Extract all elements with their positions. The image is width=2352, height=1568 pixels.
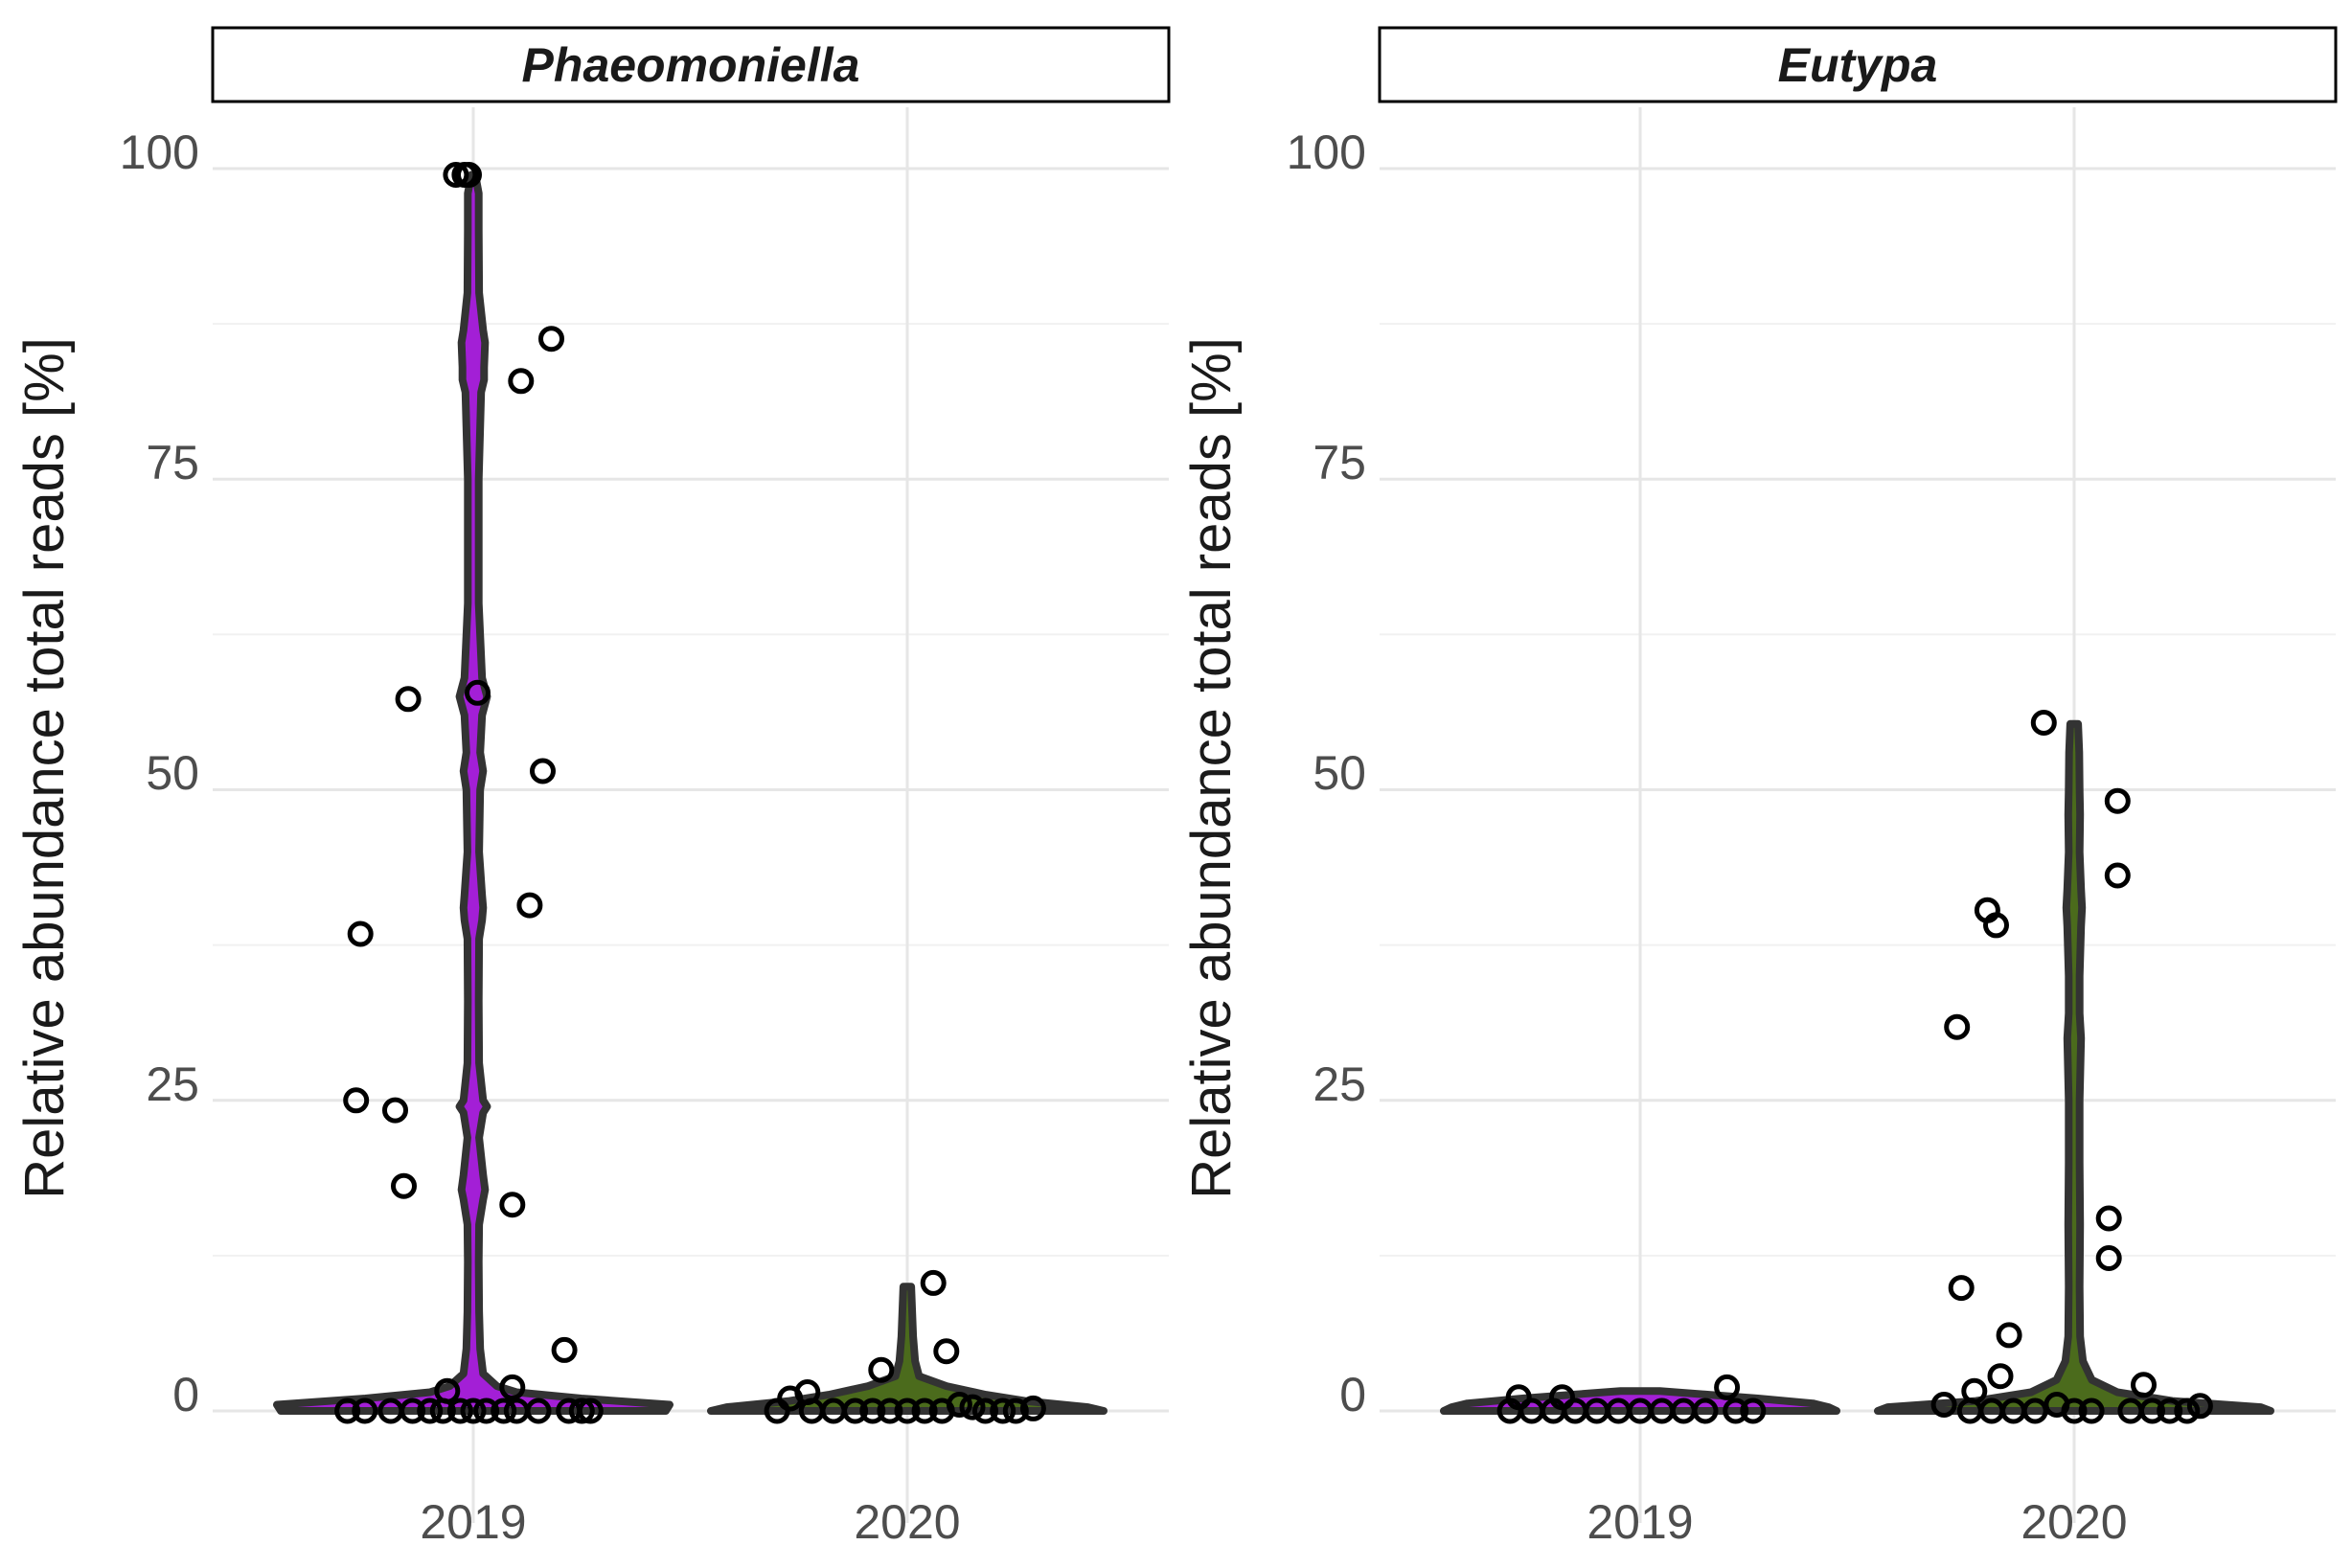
data-point-2019-7	[530, 758, 556, 784]
panel-2-y-axis-title: Relative abundance total reads [%]	[1180, 337, 1243, 1199]
panel-2-x-tick-labels: 2019 2020	[1587, 1495, 2127, 1549]
data-point-2020-21	[2095, 1205, 2122, 1232]
data-point-2020-19	[1983, 912, 2009, 939]
panel-2-xtick-2019: 2019	[1587, 1495, 1693, 1549]
violin-2020	[1874, 719, 2274, 1415]
data-point-2019-0	[443, 162, 469, 188]
data-point-2019-12	[1692, 1398, 1719, 1424]
panel-1-ytick-0: 0	[172, 1368, 199, 1421]
panel-1-y-tick-labels: 0 25 50 75 100	[120, 125, 199, 1421]
data-point-2020-34	[2061, 1398, 2088, 1424]
panel-1-ytick-25: 25	[146, 1057, 199, 1111]
panel-1-x-tick-labels: 2019 2020	[420, 1495, 960, 1549]
data-point-2019-23	[446, 1398, 473, 1424]
panel-1-strip	[211, 26, 1171, 103]
panel-2-ytick-0: 0	[1339, 1368, 1366, 1421]
panel-1-ytick-100: 100	[120, 125, 199, 179]
data-point-2019-16	[499, 1374, 526, 1400]
data-point-2020-40	[842, 1398, 869, 1424]
data-point-2020-34	[868, 1356, 895, 1383]
violin-2019	[273, 170, 674, 1415]
data-point-2020-24	[1996, 1322, 2022, 1349]
data-point-2019-30	[568, 1398, 595, 1424]
panel-2-ytick-75: 75	[1313, 436, 1366, 489]
data-point-2020-20	[1944, 1013, 1971, 1040]
data-point-2020-43	[894, 1398, 921, 1424]
data-point-2020-26	[2131, 1372, 2157, 1398]
data-point-2020-28	[1930, 1392, 1957, 1418]
data-point-2020-48	[972, 1398, 998, 1424]
data-point-2020-23	[1948, 1275, 1975, 1302]
data-point-2020-38	[2157, 1398, 2183, 1424]
data-point-2020-49	[990, 1398, 1016, 1424]
data-point-2019-4	[508, 368, 535, 395]
panel-1-points	[334, 162, 1046, 1424]
data-point-2019-14	[551, 1336, 578, 1363]
data-point-2020-17	[2104, 862, 2131, 889]
data-point-2019-6	[465, 679, 491, 706]
data-point-2019-12	[391, 1172, 417, 1199]
data-point-2020-16	[2104, 787, 2131, 814]
data-point-2019-24	[460, 1398, 487, 1424]
data-point-2019-3	[538, 326, 564, 352]
data-point-2019-5	[395, 686, 422, 713]
data-point-2019-18	[352, 1398, 378, 1424]
data-point-2020-32	[920, 1269, 947, 1296]
panel-2-y-tick-labels: 0 25 50 75 100	[1287, 125, 1366, 1421]
data-point-2020-41	[859, 1398, 886, 1424]
data-point-2020-22	[2095, 1245, 2122, 1271]
data-point-2019-26	[491, 1398, 517, 1424]
panel-1-xtick-2019: 2019	[420, 1495, 526, 1549]
panel-2-grid	[1380, 107, 2336, 1523]
data-point-2019-11	[382, 1097, 408, 1124]
panel-1-xtick-2020: 2020	[854, 1495, 960, 1549]
data-point-2019-17	[334, 1398, 361, 1424]
panel-phaeomoniella: Phaeomoniella 0 25 50 75 100 2019 2020 R…	[13, 26, 1171, 1549]
panel-1-title: Phaeomoniella	[522, 38, 860, 92]
panel-2-ytick-25: 25	[1313, 1057, 1366, 1111]
panel-2-points	[1496, 710, 2213, 1424]
data-point-2019-22	[429, 1398, 456, 1424]
data-point-2019-9	[347, 920, 374, 947]
panel-2-strip	[1378, 26, 2338, 103]
data-point-2020-40	[2186, 1393, 2213, 1420]
data-point-2020-37	[764, 1398, 790, 1424]
data-point-2019-2	[456, 162, 482, 188]
panel-2-ytick-50: 50	[1313, 746, 1366, 800]
data-point-2019-28	[525, 1398, 552, 1424]
data-point-2019-14	[1740, 1398, 1767, 1424]
data-point-2020-44	[911, 1398, 938, 1424]
panel-eutypa: Eutypa 0 25 50 75 100 2019 2020 Relative…	[1180, 26, 2338, 1549]
data-point-2020-46	[946, 1392, 972, 1418]
panel-1-ytick-75: 75	[146, 436, 199, 489]
data-point-2019-10	[343, 1087, 370, 1114]
panel-2-xtick-2020: 2020	[2021, 1495, 2127, 1549]
data-point-2020-50	[1002, 1398, 1029, 1424]
data-point-2020-37	[2139, 1398, 2165, 1424]
data-point-2019-8	[516, 892, 543, 919]
panel-1-ytick-50: 50	[146, 746, 199, 800]
data-point-2019-31	[577, 1398, 604, 1424]
data-point-2020-51	[1019, 1395, 1046, 1421]
panel-2-ytick-100: 100	[1287, 125, 1366, 179]
data-point-2019-13	[499, 1192, 526, 1218]
data-point-2019-13	[1723, 1398, 1749, 1424]
data-point-2019-20	[400, 1398, 426, 1424]
data-point-2019-21	[417, 1398, 444, 1424]
data-point-2020-42	[877, 1398, 903, 1424]
data-point-2019-0	[1714, 1374, 1741, 1400]
data-point-2019-25	[473, 1398, 500, 1424]
data-point-2020-33	[933, 1338, 960, 1365]
panel-2-title: Eutypa	[1778, 38, 1938, 92]
data-point-2020-15	[2030, 710, 2057, 736]
panel-1-y-axis-title: Relative abundance total reads [%]	[13, 337, 76, 1199]
data-point-2020-39	[2174, 1398, 2201, 1424]
data-point-2020-47	[959, 1394, 986, 1420]
data-point-2020-35	[2078, 1398, 2105, 1424]
data-point-2020-25	[1987, 1363, 2014, 1390]
